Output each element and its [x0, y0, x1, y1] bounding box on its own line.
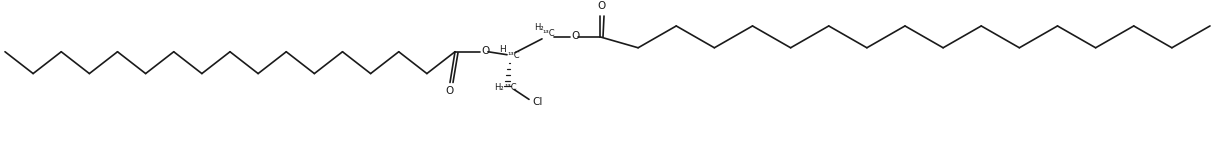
- Text: ¹³C: ¹³C: [543, 29, 555, 38]
- Text: Cl: Cl: [533, 97, 543, 107]
- Text: O: O: [481, 46, 490, 56]
- Text: ¹³C: ¹³C: [508, 51, 520, 60]
- Text: ¹³C: ¹³C: [504, 83, 518, 92]
- Text: O: O: [598, 1, 606, 11]
- Text: H: H: [499, 45, 507, 54]
- Text: O: O: [446, 86, 454, 96]
- Text: O: O: [571, 31, 580, 41]
- Text: H₂: H₂: [495, 83, 504, 92]
- Text: H₂: H₂: [535, 23, 544, 32]
